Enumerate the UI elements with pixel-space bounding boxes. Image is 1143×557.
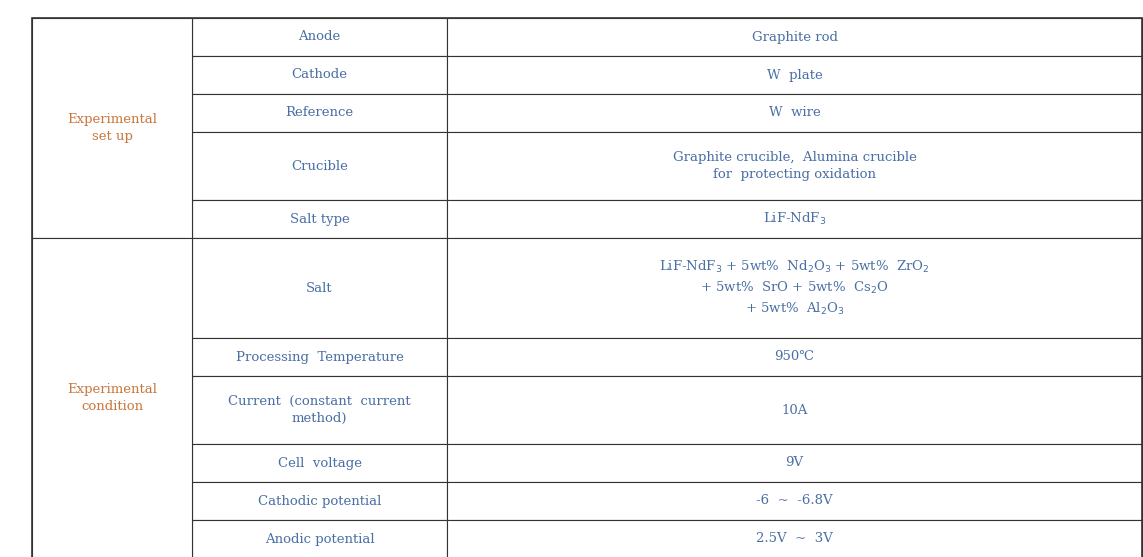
Bar [192,338,447,376]
Bar [192,444,447,482]
Bar [447,238,1142,338]
Bar [192,132,447,200]
Text: Current  (constant  current
method): Current (constant current method) [229,395,410,425]
Bar [447,376,1142,444]
Bar [447,56,1142,94]
Bar [447,520,1142,557]
Text: Salt: Salt [306,281,333,295]
Text: Crucible: Crucible [291,159,347,173]
Bar [192,18,447,56]
Bar [447,94,1142,132]
Text: Cell  voltage: Cell voltage [278,457,361,470]
Bar [192,94,447,132]
Text: Processing  Temperature: Processing Temperature [235,350,403,364]
Bar [447,18,1142,56]
Bar [192,482,447,520]
Text: Anode: Anode [298,31,341,43]
Bar [192,56,447,94]
Text: 10A: 10A [782,403,808,417]
Text: Reference: Reference [286,106,353,120]
Text: LiF-NdF$_3$: LiF-NdF$_3$ [762,211,826,227]
Bar [32,18,192,238]
Text: Graphite rod: Graphite rod [751,31,838,43]
Bar [447,444,1142,482]
Bar [447,200,1142,238]
Bar [192,200,447,238]
Bar [192,238,447,338]
Bar [447,132,1142,200]
Text: Experimental
condition: Experimental condition [67,383,157,413]
Text: Cathodic potential: Cathodic potential [258,495,381,507]
Bar [447,482,1142,520]
Bar [192,520,447,557]
Text: LiF-NdF$_3$ + 5wt%  Nd$_2$O$_3$ + 5wt%  ZrO$_2$
+ 5wt%  SrO + 5wt%  Cs$_2$O
+ 5w: LiF-NdF$_3$ + 5wt% Nd$_2$O$_3$ + 5wt% Zr… [660,259,930,317]
Bar [32,238,192,557]
Text: Graphite crucible,  Alumina crucible
for  protecting oxidation: Graphite crucible, Alumina crucible for … [672,151,917,181]
Text: 9V: 9V [785,457,804,470]
Text: -6  ~  -6.8V: -6 ~ -6.8V [757,495,833,507]
Text: 2.5V  ~  3V: 2.5V ~ 3V [756,532,833,545]
Text: 950℃: 950℃ [775,350,815,364]
Text: Salt type: Salt type [289,213,350,226]
Text: W  plate: W plate [767,69,822,81]
Text: Cathode: Cathode [291,69,347,81]
Text: W  wire: W wire [768,106,821,120]
Text: Experimental
set up: Experimental set up [67,113,157,143]
Text: Anodic potential: Anodic potential [265,532,374,545]
Bar [447,338,1142,376]
Bar [192,376,447,444]
